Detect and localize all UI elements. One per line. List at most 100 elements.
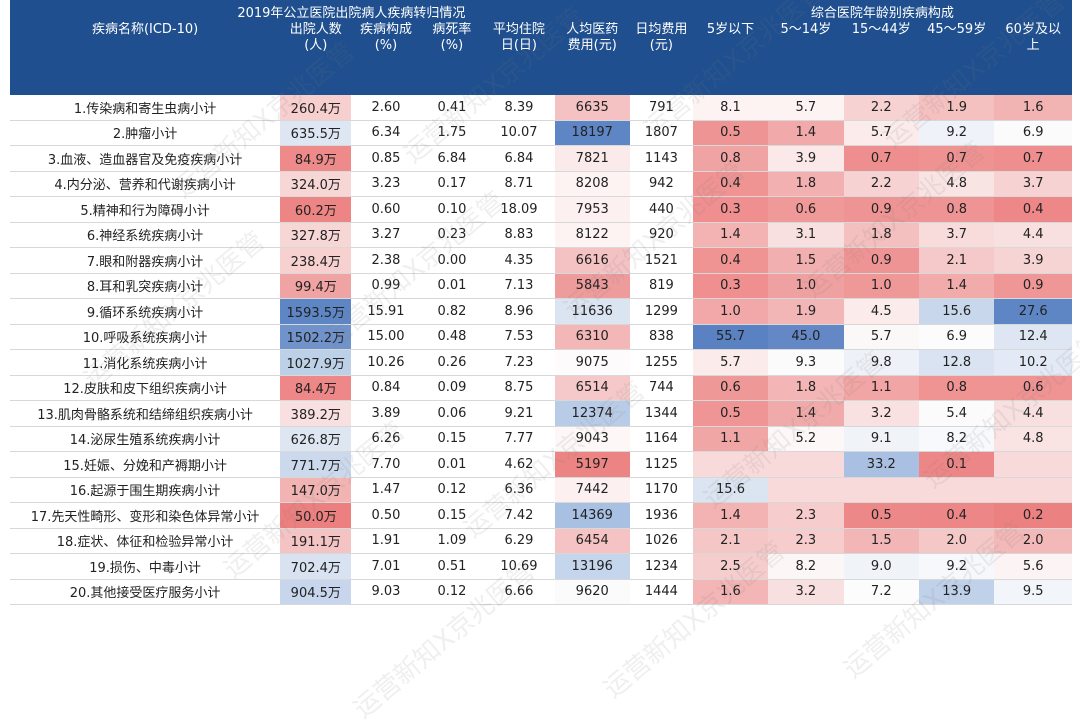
- cell-age_15_44: 5.7: [843, 324, 919, 350]
- cell-composition: 3.23: [351, 171, 421, 197]
- cell-mortality: 0.51: [420, 553, 484, 580]
- cell-age_5_14: 9.3: [768, 349, 844, 376]
- row-disease-name: 15.妊娠、分娩和产褥期小计: [10, 451, 281, 478]
- cell-age_5_14: 2.3: [768, 502, 844, 529]
- cell-age_45_59: 3.7: [918, 222, 995, 248]
- row-disease-name: 2.肿瘤小计: [10, 120, 281, 146]
- cell-age_45_59: 0.1: [918, 451, 995, 478]
- cell-avg_stay: 7.53: [483, 324, 555, 350]
- cell-composition: 6.34: [351, 120, 421, 146]
- cell-cost_per_patient: 18197: [554, 120, 630, 146]
- row-disease-name: 17.先天性畸形、变形和染色体异常小计: [10, 502, 281, 529]
- column-header-label: 15～44岁: [851, 22, 911, 37]
- table-title-row: 2019年公立医院出院病人疾病转归情况 综合医院年龄别疾病构成: [10, 0, 1072, 22]
- cell-age_60_plus: 0.9: [994, 273, 1072, 299]
- cell-daily_cost: 1170: [629, 477, 693, 503]
- cell-discharges: 99.4万: [280, 273, 352, 299]
- column-header-label: 日均费用: [635, 22, 688, 37]
- column-header-unit: (人): [304, 38, 328, 53]
- column-header-name: 疾病名称(ICD-10): [10, 22, 280, 54]
- row-disease-name: 5.精神和行为障碍小计: [10, 196, 281, 223]
- cell-age_5_14: 45.0: [768, 324, 844, 350]
- row-disease-name: 18.症状、体征和检验异常小计: [10, 528, 281, 554]
- cell-age_60_plus: 10.2: [994, 349, 1072, 376]
- row-disease-name: 11.消化系统疾病小计: [10, 349, 281, 376]
- cell-age_5_14: [768, 477, 844, 503]
- column-header-cost_per_patient: 人均医药 费用(元): [555, 22, 630, 54]
- column-header-unit: (元): [649, 38, 673, 53]
- cell-composition: 15.00: [351, 324, 421, 350]
- cell-age_15_44: 2.2: [843, 95, 919, 121]
- column-header-age_15_44: 15～44岁: [844, 22, 919, 54]
- cell-avg_stay: 8.96: [483, 298, 555, 325]
- column-header-label: 出院人数: [289, 22, 342, 37]
- cell-age_0_4: 1.0: [692, 298, 769, 325]
- table-row: 6.神经系统疾病小计 327.8万 3.27 0.23 8.83 8122 920 1.4 3.…: [10, 222, 1072, 248]
- cell-daily_cost: 791: [629, 95, 693, 121]
- cell-avg_stay: 6.66: [483, 579, 555, 605]
- cell-age_45_59: 2.0: [918, 528, 995, 554]
- cell-age_0_4: 8.1: [692, 95, 769, 121]
- cell-composition: 0.85: [351, 145, 421, 172]
- cell-age_45_59: 1.4: [918, 273, 995, 299]
- table-row: 13.肌肉骨骼系统和结缔组织疾病小计 389.2万 3.89 0.06 9.21 1237…: [10, 400, 1072, 427]
- cell-age_5_14: 1.4: [768, 400, 844, 427]
- cell-avg_stay: 4.35: [483, 247, 555, 274]
- cell-age_5_14: 1.9: [768, 298, 844, 325]
- cell-avg_stay: 7.23: [483, 349, 555, 376]
- column-header-discharges: 出院人数 (人): [280, 22, 351, 54]
- cell-age_0_4: 1.1: [692, 426, 769, 452]
- cell-mortality: 1.75: [420, 120, 484, 146]
- cell-age_45_59: 1.9: [918, 95, 995, 121]
- cell-age_60_plus: 4.4: [994, 400, 1072, 427]
- column-header-avg_stay: 平均住院 日(日): [483, 22, 554, 54]
- cell-cost_per_patient: 6616: [554, 247, 630, 274]
- cell-discharges: 191.1万: [280, 528, 352, 554]
- cell-discharges: 702.4万: [280, 553, 352, 580]
- cell-composition: 0.60: [351, 196, 421, 223]
- row-disease-name: 8.耳和乳突疾病小计: [10, 273, 281, 299]
- cell-discharges: 238.4万: [280, 247, 352, 274]
- cell-age_60_plus: 5.6: [994, 553, 1072, 580]
- cell-age_60_plus: 0.6: [994, 375, 1072, 401]
- cell-age_60_plus: 1.6: [994, 95, 1072, 121]
- cell-discharges: 626.8万: [280, 426, 352, 452]
- cell-mortality: 0.17: [420, 171, 484, 197]
- cell-age_15_44: 9.8: [843, 349, 919, 376]
- cell-composition: 10.26: [351, 349, 421, 376]
- row-disease-name: 3.血液、造血器官及免疫疾病小计: [10, 145, 281, 172]
- cell-discharges: 260.4万: [280, 95, 352, 121]
- cell-avg_stay: 6.36: [483, 477, 555, 503]
- cell-cost_per_patient: 9043: [554, 426, 630, 452]
- cell-daily_cost: 744: [629, 375, 693, 401]
- cell-age_15_44: 1.5: [843, 528, 919, 554]
- cell-age_5_14: 5.7: [768, 95, 844, 121]
- cell-avg_stay: 10.07: [483, 120, 555, 146]
- cell-age_45_59: 2.1: [918, 247, 995, 274]
- cell-cost_per_patient: 13196: [554, 553, 630, 580]
- cell-composition: 2.60: [351, 95, 421, 121]
- cell-cost_per_patient: 12374: [554, 400, 630, 427]
- cell-age_5_14: 0.6: [768, 196, 844, 223]
- cell-daily_cost: 1143: [629, 145, 693, 172]
- cell-mortality: 0.15: [420, 502, 484, 529]
- cell-composition: 1.47: [351, 477, 421, 503]
- cell-age_5_14: 1.8: [768, 171, 844, 197]
- cell-daily_cost: 1521: [629, 247, 693, 274]
- table-row: 19.损伤、中毒小计 702.4万 7.01 0.51 10.69 13196 1234 2.…: [10, 553, 1072, 580]
- cell-age_0_4: 0.3: [692, 273, 769, 299]
- cell-cost_per_patient: 5843: [554, 273, 630, 299]
- row-disease-name: 19.损伤、中毒小计: [10, 553, 281, 580]
- cell-age_0_4: 1.4: [692, 222, 769, 248]
- column-header-label: 平均住院: [492, 22, 545, 37]
- cell-avg_stay: 4.62: [483, 451, 555, 478]
- cell-cost_per_patient: 6514: [554, 375, 630, 401]
- cell-age_60_plus: 12.4: [994, 324, 1072, 350]
- cell-age_45_59: 5.4: [918, 400, 995, 427]
- cell-age_15_44: 0.9: [843, 247, 919, 274]
- cell-avg_stay: 8.39: [483, 95, 555, 121]
- cell-age_5_14: 3.2: [768, 579, 844, 605]
- column-header-unit: 费用(元): [567, 38, 617, 53]
- table-row: 5.精神和行为障碍小计 60.2万 0.60 0.10 18.09 7953 440 0.3 0…: [10, 196, 1072, 223]
- row-disease-name: 4.内分泌、营养和代谢疾病小计: [10, 171, 281, 197]
